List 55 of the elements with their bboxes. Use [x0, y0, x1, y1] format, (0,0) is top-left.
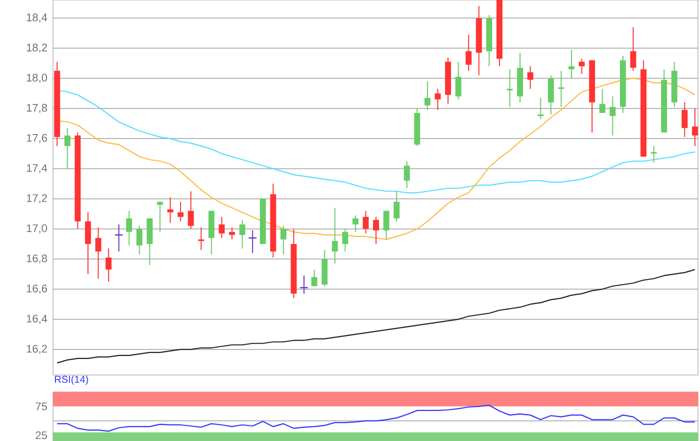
candlestick — [311, 269, 318, 287]
candlestick — [198, 226, 204, 250]
candlestick — [239, 219, 246, 249]
candlestick — [280, 225, 286, 256]
candlestick — [682, 102, 688, 138]
y-tick-label: 25 — [36, 431, 47, 440]
candlestick — [84, 212, 91, 275]
candlestick — [466, 34, 472, 72]
candlestick — [692, 108, 698, 147]
candlestick — [558, 70, 564, 108]
y-tick-label: 16,6 — [26, 284, 47, 294]
y-tick-label: 75 — [36, 402, 47, 410]
candlestick — [434, 88, 441, 110]
candlestick — [95, 226, 102, 280]
candlestick — [394, 190, 400, 222]
candlestick — [630, 26, 636, 72]
candlestick — [167, 196, 174, 224]
y-tick-label: 17,6 — [26, 134, 47, 144]
candlestick — [218, 216, 225, 238]
candlestick — [362, 210, 369, 234]
chart-title: RSI(14) — [55, 375, 88, 385]
candlestick — [373, 216, 379, 244]
y-tick-label: 16,4 — [26, 314, 48, 324]
candlestick — [506, 68, 513, 108]
candlestick — [538, 97, 544, 120]
candlestick — [650, 146, 657, 164]
y-tick-label: 17,8 — [26, 104, 47, 113]
candlestick — [157, 201, 163, 232]
candlestick — [188, 190, 194, 230]
y-tick-label: 18,0 — [26, 74, 48, 83]
y-tick-label: 16,2 — [26, 344, 47, 354]
candlestick — [342, 228, 348, 252]
candlestick — [106, 248, 112, 282]
candlestick — [455, 61, 462, 100]
candlestick — [599, 88, 606, 114]
y-tick-label: 16,8 — [26, 254, 47, 264]
candlestick — [578, 58, 585, 74]
y-tick-label: 17,4 — [26, 164, 48, 174]
y-tick-label: 17,2 — [26, 194, 47, 204]
candlestick — [527, 66, 534, 90]
candlestick — [229, 226, 235, 240]
candlestick — [64, 128, 70, 170]
candlestick — [610, 96, 616, 136]
candlestick — [568, 49, 574, 79]
candlestick — [383, 210, 390, 240]
candlestick — [404, 160, 410, 189]
candlestick — [178, 201, 184, 222]
y-tick-label: 17,0 — [26, 224, 48, 234]
candlestick — [424, 80, 430, 110]
candlestick — [352, 214, 358, 232]
y-tick-label: 18,2 — [26, 44, 47, 53]
candlestick — [332, 207, 338, 264]
candlestick — [136, 225, 142, 256]
candlestick — [126, 210, 132, 246]
y-tick-label: 18,4 — [26, 14, 48, 23]
